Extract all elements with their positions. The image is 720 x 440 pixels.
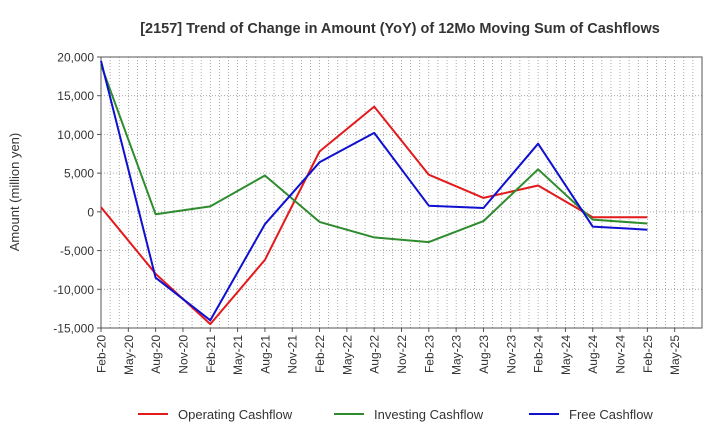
x-tick-label: Nov-20: [176, 335, 190, 374]
x-tick-label: Nov-24: [614, 335, 628, 374]
legend-label: Investing Cashflow: [374, 407, 484, 422]
y-tick-label: 10,000: [57, 128, 94, 142]
x-axis-ticks: Feb-20 May-20 Aug-20 Nov-20 Feb-21 May-21 Aug-…: [95, 328, 682, 375]
x-tick-label: Aug-24: [586, 335, 600, 374]
legend-label: Free Cashflow: [569, 407, 653, 422]
series-lines: [100, 60, 648, 326]
x-tick-label: Nov-22: [395, 335, 409, 374]
x-tick-label: Aug-21: [258, 335, 272, 374]
series-line-investing-cashflow: [100, 64, 648, 244]
y-axis-ticks: -15,000 -10,000 -5,000 0 5,000 10,000 15,000 20…: [53, 51, 101, 336]
x-tick-label: Feb-20: [95, 335, 109, 373]
x-tick-label: May-22: [340, 335, 354, 375]
x-tick-label: Nov-21: [286, 335, 300, 374]
y-tick-label: -15,000: [53, 322, 94, 336]
x-tick-label: Aug-23: [477, 335, 491, 374]
x-tick-label: May-25: [668, 335, 682, 375]
x-tick-label: Nov-23: [504, 335, 518, 374]
y-tick-label: -10,000: [53, 283, 94, 297]
legend: Operating Cashflow Investing Cashflow Free…: [138, 407, 653, 422]
x-tick-label: Feb-23: [422, 335, 436, 373]
x-tick-label: Feb-22: [313, 335, 327, 373]
x-tick-label: Aug-22: [368, 335, 382, 374]
y-tick-label: 15,000: [57, 89, 94, 103]
x-tick-label: Feb-21: [204, 335, 218, 373]
chart-title: [2157] Trend of Change in Amount (YoY) o…: [140, 21, 660, 37]
x-tick-label: Aug-20: [149, 335, 163, 374]
series-line-free-cashflow: [100, 60, 648, 322]
x-tick-label: May-20: [122, 335, 136, 375]
y-tick-label: 20,000: [57, 51, 94, 65]
y-axis-label: Amount (million yen): [7, 133, 22, 252]
x-tick-label: May-24: [559, 335, 573, 375]
legend-label: Operating Cashflow: [178, 407, 293, 422]
x-tick-label: Feb-25: [641, 335, 655, 373]
y-tick-label: 5,000: [64, 167, 94, 181]
x-tick-label: May-23: [450, 335, 464, 375]
x-tick-label: Feb-24: [532, 335, 546, 373]
y-tick-label: -5,000: [60, 244, 94, 258]
y-tick-label: 0: [87, 205, 94, 219]
x-tick-label: May-21: [231, 335, 245, 375]
